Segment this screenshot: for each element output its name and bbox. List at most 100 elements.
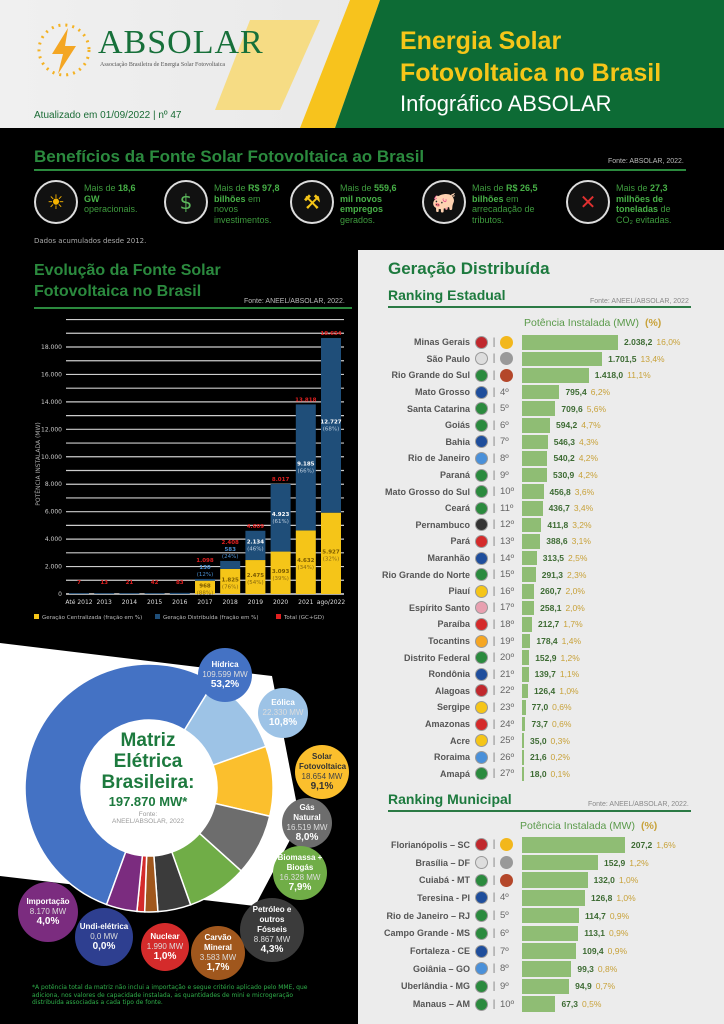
ranking-value: 795,4 (565, 387, 587, 398)
callout-mw: 109.599 MW (202, 670, 248, 679)
y-tick-label: 14.000 (41, 399, 62, 406)
bar-total (94, 593, 115, 594)
ranking-name-cell: Amazonas (360, 719, 470, 729)
ranking-name-cell: Sergipe (360, 702, 470, 712)
ranking-position: 27º (500, 768, 515, 780)
benefit-post: gerados. (340, 214, 376, 225)
ranking-name: Alagoas (434, 685, 470, 696)
gc-value-label: 3.093 (272, 569, 290, 575)
donut-title-1: Matriz (120, 730, 176, 751)
ranking-name-cell: Rio de Janeiro – RJ (360, 911, 470, 921)
ranking-pct: 4,7% (581, 420, 601, 431)
ranking-pct: 1,0% (559, 685, 579, 696)
benefits-source: Fonte: ABSOLAR, 2022. (608, 158, 684, 165)
ranking-pct: 0,2% (550, 752, 570, 763)
ranking-name: Rio de Janeiro – RJ (386, 910, 470, 921)
ranking-value: 113,1 (584, 928, 606, 939)
ranking-value: 212,7 (538, 619, 560, 630)
ranking-row: Florianópolis – SC | 207,2 1,6% (360, 836, 724, 854)
callout-mw: 16.328 MW (279, 873, 321, 882)
benefit-highlight: R$ 97,8 bilhões (214, 183, 280, 204)
flag-icon (475, 717, 488, 731)
ranking-pct: 16,0% (656, 337, 681, 348)
ranking-position: 19º (500, 635, 515, 647)
callout-mw: 22.330 MW (262, 708, 304, 717)
ranking-value: 99,3 (577, 963, 594, 974)
installed-capacity-bar-chart: 0 2.000 4.000 6.000 8.000 10.000 12.000 14.000 1… (34, 318, 345, 621)
bar-distributed (245, 530, 266, 561)
ranking-pct: 1,6% (656, 839, 676, 850)
separator: | (492, 419, 496, 431)
ranking-pct: 1,0% (618, 875, 639, 886)
ranking-name: Cuiabá - MT (419, 875, 470, 886)
separator: | (492, 701, 496, 713)
ranking-position: 22º (500, 685, 515, 697)
ranking-position: 21º (500, 668, 515, 680)
ranking-position: 16º (500, 585, 515, 597)
ranking-pct: 3,6% (574, 486, 595, 497)
ranking-name-cell: Rio Grande do Norte (360, 570, 470, 580)
bar-distributed (270, 484, 291, 552)
ranking-bar (522, 943, 577, 959)
ranking-row: Campo Grande - MS | 6º 113,1 0,9% (360, 925, 724, 943)
total-value-label: 13 (100, 580, 108, 586)
flag-icon (475, 501, 488, 515)
separator: | (492, 369, 496, 381)
ranking-name: Maranhão (427, 553, 470, 564)
ranking-value: 260,7 (540, 586, 562, 597)
flag-icon (475, 568, 488, 582)
ranking-name-cell: Teresina - PI (360, 893, 470, 903)
ranking-name-cell: Minas Gerais (360, 337, 470, 347)
state-ranking-title: Ranking Estadual (388, 287, 506, 303)
gc-pct-label: (54%) (247, 580, 264, 586)
ranking-name-cell: Rondônia (360, 669, 471, 679)
separator: | (492, 403, 496, 415)
ranking-position: 10º (500, 998, 515, 1010)
callout-name: Hídrica (211, 660, 239, 669)
bronze-medal-icon (500, 368, 513, 382)
flag-icon (475, 909, 488, 923)
y-tick-label: 2.000 (45, 564, 62, 571)
flag-icon (475, 891, 488, 905)
separator: | (492, 519, 496, 531)
ranking-name: Paraná (439, 470, 470, 481)
gd-value-label: 130 (199, 565, 211, 571)
ranking-position: 5º (500, 403, 509, 415)
donut-total: 197.870 MW* (108, 794, 188, 809)
ranking-pct: 0,9% (609, 928, 629, 939)
benefit-highlight: R$ 26,5 bilhões (472, 183, 538, 204)
ranking-bar (522, 335, 618, 350)
flag-icon (475, 734, 488, 748)
benefit-pre: Mais de (214, 183, 249, 193)
ranking-name-cell: Rio de Janeiro (360, 453, 470, 463)
electric-matrix-donut-chart (0, 643, 300, 913)
y-tick-label: 0 (58, 591, 62, 598)
total-value-label: 18.654 (320, 331, 341, 337)
separator: | (492, 874, 496, 886)
gd-pct-label: (46%) (247, 546, 264, 552)
ranking-name-cell: Maranhão (360, 553, 470, 563)
callout-mw: 16.519 MW (286, 823, 328, 832)
ranking-name: Campo Grande - MS (383, 928, 470, 939)
callout-name: Nuclear (150, 932, 180, 941)
ranking-name: Pernambuco (415, 519, 470, 530)
ranking-name: Roraima (433, 752, 470, 763)
flag-icon (475, 700, 488, 714)
benefit-pre: Mais de (616, 183, 651, 193)
piggy-bank-icon: 🐖 (422, 180, 466, 224)
ranking-position: 13º (500, 535, 515, 547)
ranking-position: 14º (500, 552, 515, 564)
ranking-position: 17º (500, 602, 515, 614)
ranking-bar (522, 501, 543, 516)
separator: | (492, 353, 496, 365)
ranking-position: 26º (500, 751, 515, 763)
ranking-value: 1.418,0 (594, 370, 624, 381)
callout-name: Gás Natural (293, 803, 321, 822)
ranking-row: Acre | 25º 35,0 0,3% (360, 732, 724, 749)
callout-name: Importação (26, 897, 70, 906)
gold-medal-icon (500, 335, 513, 349)
donut-title-3: Brasileira: (101, 772, 195, 793)
ranking-position: 7º (500, 436, 509, 448)
ranking-value: 1.701,5 (608, 353, 637, 364)
header-green-panel (335, 0, 724, 128)
